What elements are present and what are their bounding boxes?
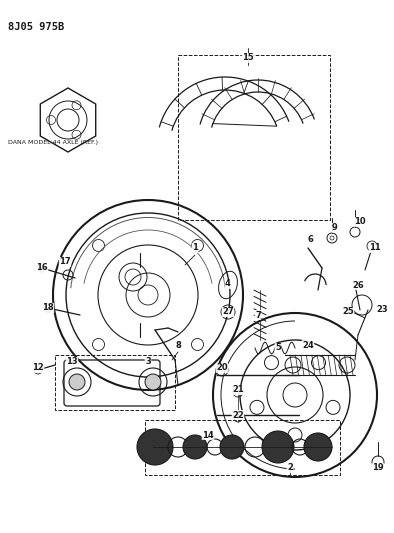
Text: 11: 11 (369, 244, 381, 253)
Circle shape (262, 431, 294, 463)
Text: 4: 4 (225, 279, 231, 288)
Text: 15: 15 (242, 53, 254, 62)
Text: 13: 13 (66, 358, 78, 367)
Text: 8: 8 (175, 341, 181, 350)
Text: 27: 27 (222, 308, 234, 317)
Text: 3: 3 (145, 358, 151, 367)
Text: 18: 18 (42, 303, 54, 312)
Text: 5: 5 (275, 343, 281, 352)
Text: DANA MODEL 44 AXLE (REF.): DANA MODEL 44 AXLE (REF.) (8, 140, 98, 145)
Text: 1: 1 (192, 244, 198, 253)
Bar (178, 55, 330, 220)
Text: 6: 6 (307, 236, 313, 245)
Bar (55, 355, 175, 410)
Circle shape (69, 374, 85, 390)
Text: 14: 14 (202, 431, 214, 440)
Text: 2: 2 (287, 464, 293, 472)
Text: 16: 16 (36, 263, 48, 272)
Text: 23: 23 (376, 305, 388, 314)
Text: 8J05 975B: 8J05 975B (8, 22, 64, 32)
Text: 25: 25 (342, 308, 354, 317)
Text: 24: 24 (302, 341, 314, 350)
Circle shape (304, 433, 332, 461)
Circle shape (183, 435, 207, 459)
Text: 9: 9 (332, 223, 338, 232)
Text: 26: 26 (352, 280, 364, 289)
Circle shape (220, 435, 244, 459)
Text: 21: 21 (232, 385, 244, 394)
Text: 12: 12 (32, 364, 44, 373)
Circle shape (145, 374, 161, 390)
Text: 17: 17 (59, 257, 71, 266)
Text: 22: 22 (232, 410, 244, 419)
Circle shape (137, 429, 173, 465)
Text: 10: 10 (354, 217, 366, 227)
Text: 20: 20 (216, 364, 228, 373)
Bar (145, 420, 340, 475)
Text: 19: 19 (372, 464, 384, 472)
Text: 7: 7 (255, 311, 261, 319)
